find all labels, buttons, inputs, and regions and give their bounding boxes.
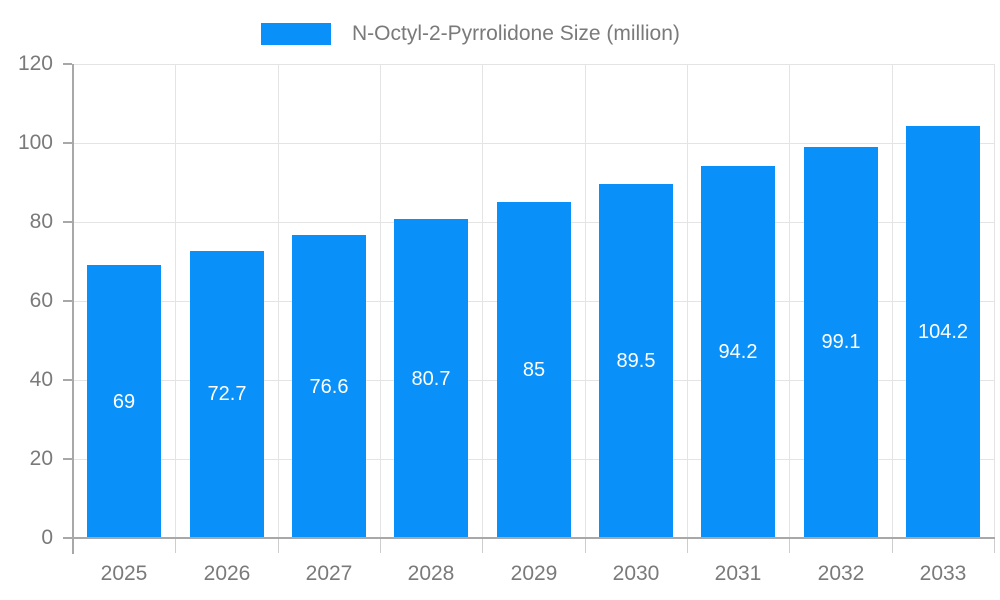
bar-value-label: 72.7 [207, 383, 247, 405]
gridline-vertical [585, 64, 586, 538]
bar[interactable] [804, 147, 878, 538]
y-axis-tick [63, 300, 72, 302]
legend-swatch[interactable] [261, 23, 331, 45]
gridline-vertical [789, 64, 790, 538]
x-axis-label: 2031 [714, 562, 762, 585]
x-axis-label: 2030 [612, 562, 660, 585]
gridline-vertical [278, 64, 279, 538]
x-axis-label: 2028 [407, 562, 455, 585]
x-axis-label: 2026 [203, 562, 251, 585]
gridline-vertical [892, 64, 893, 538]
gridline-vertical [687, 64, 688, 538]
bar[interactable] [599, 184, 673, 538]
gridline-vertical [994, 64, 995, 538]
gridline-horizontal [73, 64, 994, 65]
x-axis-label: 2027 [305, 562, 353, 585]
x-axis-tick [482, 539, 483, 553]
x-axis-tick [892, 539, 893, 553]
bar-value-label: 94.2 [718, 341, 758, 363]
y-axis-line [72, 64, 74, 554]
y-axis-label: 80 [29, 210, 53, 233]
x-axis-tick [585, 539, 586, 553]
y-axis-tick [63, 458, 72, 460]
legend-label[interactable]: N-Octyl-2-Pyrrolidone Size (million) [352, 22, 680, 45]
y-axis-tick [63, 537, 72, 539]
bar[interactable] [701, 166, 775, 538]
x-axis-tick [175, 539, 176, 553]
bar[interactable] [497, 202, 571, 538]
bar[interactable] [292, 235, 366, 538]
bar-value-label: 69 [112, 391, 136, 413]
bar[interactable] [190, 251, 264, 538]
x-axis-tick [789, 539, 790, 553]
bar-value-label: 104.2 [917, 321, 969, 343]
x-axis-tick [380, 539, 381, 553]
gridline-vertical [380, 64, 381, 538]
bar[interactable] [87, 265, 161, 538]
gridline-vertical [175, 64, 176, 538]
x-axis-tick [994, 539, 995, 553]
bar[interactable] [906, 126, 980, 538]
x-axis-tick [687, 539, 688, 553]
y-axis-label: 120 [17, 52, 53, 75]
x-axis-label: 2032 [817, 562, 865, 585]
x-axis-line [72, 537, 995, 539]
bar-value-label: 89.5 [616, 350, 656, 372]
y-axis-label: 20 [29, 447, 53, 470]
gridline-horizontal [73, 143, 994, 144]
x-axis-tick [278, 539, 279, 553]
gridline-vertical [482, 64, 483, 538]
x-axis-label: 2029 [510, 562, 558, 585]
x-axis-label: 2025 [100, 562, 148, 585]
y-axis-tick [63, 142, 72, 144]
bar-value-label: 85 [522, 359, 546, 381]
x-axis-label: 2033 [919, 562, 967, 585]
y-axis-label: 60 [29, 289, 53, 312]
y-axis-label: 0 [41, 526, 53, 549]
y-axis-tick [63, 379, 72, 381]
bar-value-label: 99.1 [821, 331, 861, 353]
legend: N-Octyl-2-Pyrrolidone Size (million) [0, 0, 1000, 56]
y-axis-label: 40 [29, 368, 53, 391]
y-axis-tick [63, 221, 72, 223]
bar[interactable] [394, 219, 468, 538]
y-axis-tick [63, 63, 72, 65]
y-axis-label: 100 [17, 131, 53, 154]
bar-value-label: 76.6 [309, 376, 349, 398]
bar-value-label: 80.7 [411, 368, 451, 390]
